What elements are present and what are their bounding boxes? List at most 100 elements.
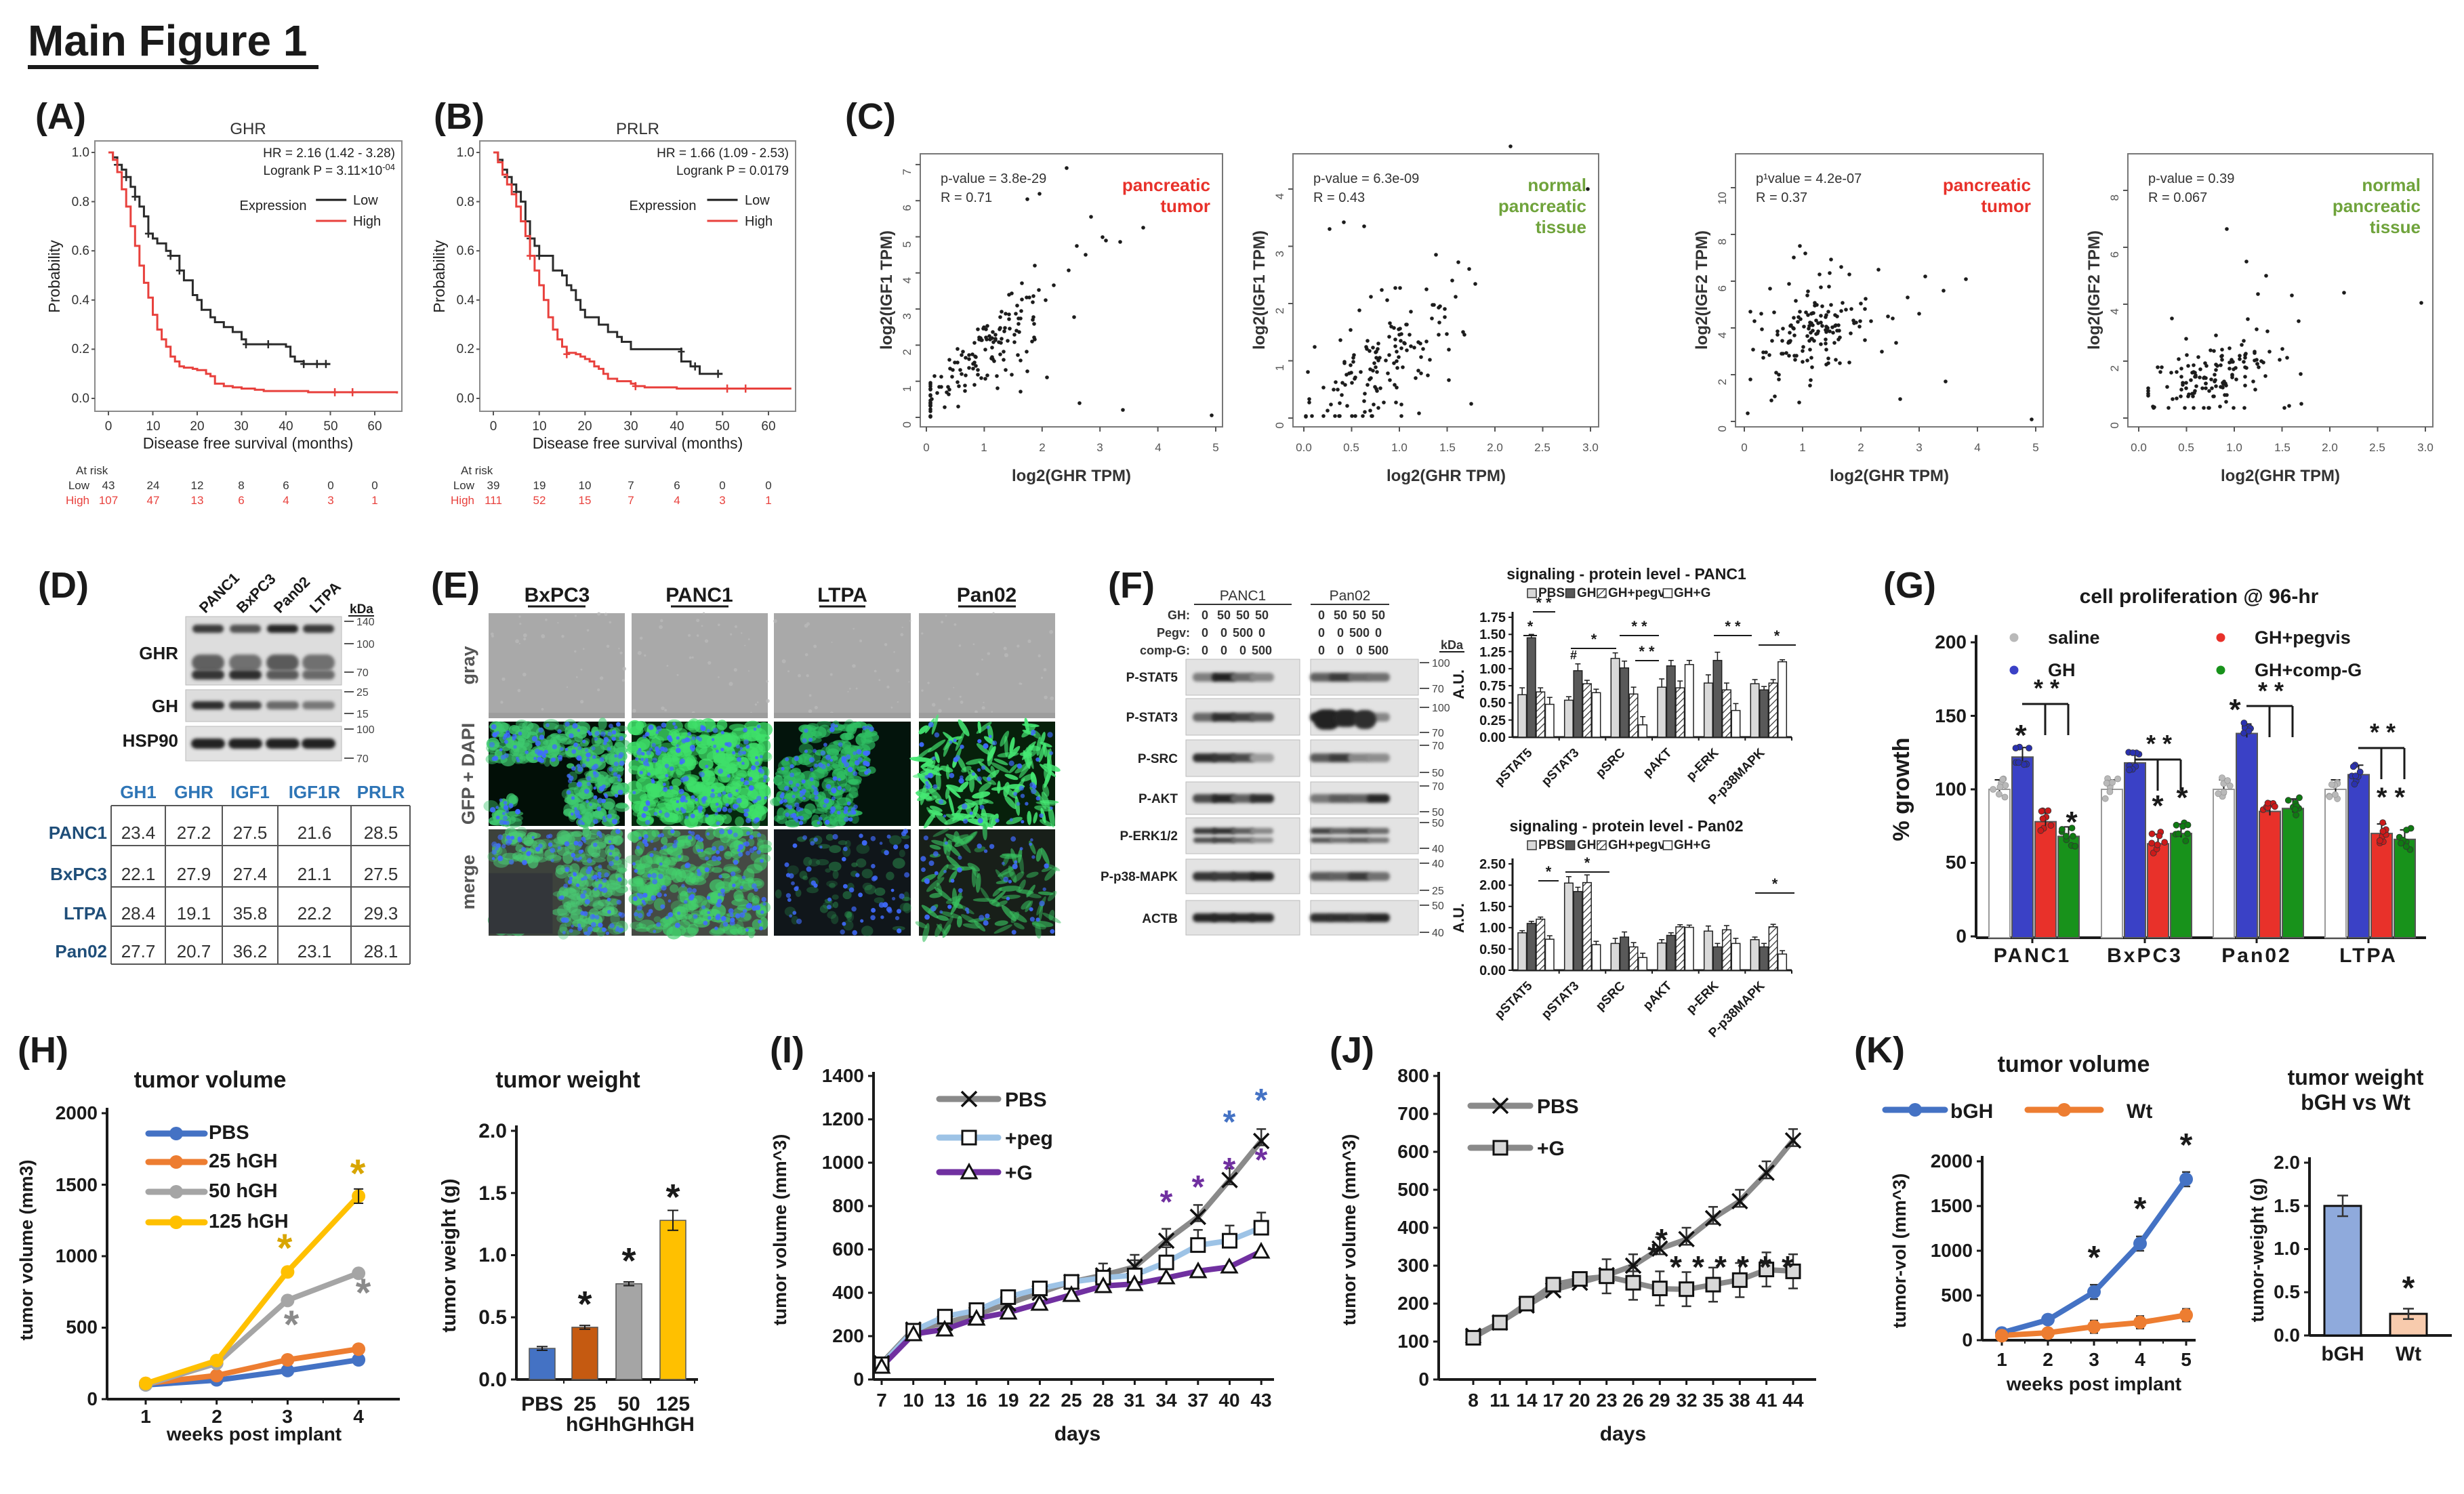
svg-text:23: 23 bbox=[1596, 1390, 1617, 1411]
svg-text:22.1: 22.1 bbox=[121, 864, 156, 884]
svg-text:2: 2 bbox=[211, 1406, 222, 1427]
svg-text:7: 7 bbox=[628, 494, 634, 507]
svg-text:*: * bbox=[1774, 627, 1780, 644]
svg-text:tissue: tissue bbox=[1536, 217, 1586, 237]
svg-text:10: 10 bbox=[1716, 192, 1729, 205]
svg-text:23.1: 23.1 bbox=[297, 941, 332, 961]
svg-text:0: 0 bbox=[1220, 644, 1227, 657]
svg-text:2: 2 bbox=[1857, 441, 1864, 454]
svg-text:* *: * * bbox=[1536, 594, 1552, 611]
svg-text:pancreatic: pancreatic bbox=[1943, 175, 2031, 195]
svg-text:0: 0 bbox=[1337, 626, 1344, 640]
svg-text:1.50: 1.50 bbox=[1479, 900, 1506, 915]
svg-text:PBS: PBS bbox=[1005, 1089, 1047, 1111]
svg-text:*: * bbox=[1584, 854, 1590, 871]
svg-text:IGF1R: IGF1R bbox=[289, 782, 341, 802]
svg-text:3: 3 bbox=[327, 494, 333, 507]
svg-text:1: 1 bbox=[981, 441, 987, 454]
svg-text:*: * bbox=[284, 1303, 300, 1347]
svg-text:R = 0.37: R = 0.37 bbox=[1756, 190, 1807, 205]
svg-text:Low: Low bbox=[453, 479, 475, 492]
svg-text:0.0: 0.0 bbox=[72, 392, 89, 406]
svg-text:0.6: 0.6 bbox=[457, 244, 474, 258]
svg-text:20.7: 20.7 bbox=[177, 941, 211, 961]
svg-text:weeks post implant: weeks post implant bbox=[166, 1424, 342, 1445]
svg-text:6: 6 bbox=[283, 479, 289, 492]
svg-text:50: 50 bbox=[1432, 900, 1444, 912]
svg-text:27.5: 27.5 bbox=[233, 823, 268, 843]
svg-text:GH+G: GH+G bbox=[1674, 586, 1710, 600]
svg-text:0: 0 bbox=[901, 421, 913, 428]
svg-text:pSTAT5: pSTAT5 bbox=[1492, 978, 1536, 1022]
svg-text:8: 8 bbox=[1468, 1390, 1479, 1411]
svg-text:IGF1: IGF1 bbox=[230, 782, 270, 802]
svg-text:Pan02: Pan02 bbox=[957, 584, 1017, 606]
svg-text:0.0: 0.0 bbox=[1296, 441, 1312, 454]
svg-text:GH+pegv: GH+pegv bbox=[1608, 838, 1665, 852]
svg-text:* *: * * bbox=[2377, 783, 2406, 812]
svg-text:0.75: 0.75 bbox=[1479, 679, 1506, 694]
svg-text:*: * bbox=[665, 1177, 680, 1218]
svg-text:At risk: At risk bbox=[76, 464, 108, 477]
svg-text:Pan02: Pan02 bbox=[270, 573, 314, 617]
svg-text:tumor weight: tumor weight bbox=[495, 1067, 640, 1093]
svg-text:24: 24 bbox=[147, 479, 160, 492]
svg-text:2: 2 bbox=[1716, 379, 1729, 385]
svg-text:1.0: 1.0 bbox=[2226, 441, 2242, 454]
svg-text:0.8: 0.8 bbox=[72, 195, 89, 209]
svg-text:1.00: 1.00 bbox=[1479, 662, 1506, 677]
svg-text:0: 0 bbox=[923, 441, 929, 454]
svg-text:28.5: 28.5 bbox=[364, 823, 398, 843]
svg-text:0.5: 0.5 bbox=[1343, 441, 1359, 454]
svg-text:High: High bbox=[353, 214, 381, 229]
svg-text:50: 50 bbox=[1217, 608, 1231, 622]
svg-text:1000: 1000 bbox=[1931, 1240, 1973, 1261]
svg-text:(E): (E) bbox=[431, 565, 480, 606]
svg-text:tumor volume (mm^3): tumor volume (mm^3) bbox=[770, 1134, 790, 1326]
svg-text:0: 0 bbox=[1220, 626, 1227, 640]
svg-text:At risk: At risk bbox=[461, 464, 493, 477]
svg-text:35: 35 bbox=[1702, 1390, 1723, 1411]
svg-text:(B): (B) bbox=[434, 96, 485, 137]
svg-text:40: 40 bbox=[1432, 858, 1444, 870]
svg-text:4: 4 bbox=[1716, 332, 1729, 338]
svg-text:P-ERK1/2: P-ERK1/2 bbox=[1120, 829, 1178, 844]
svg-text:1.5: 1.5 bbox=[478, 1182, 507, 1205]
svg-text:*: * bbox=[1160, 1184, 1173, 1220]
svg-text:1.5: 1.5 bbox=[2274, 1195, 2300, 1216]
svg-text:GH: GH bbox=[1577, 838, 1597, 852]
svg-text:8: 8 bbox=[238, 479, 244, 492]
svg-text:3: 3 bbox=[1273, 251, 1286, 257]
svg-text:log2(IGF1 TPM): log2(IGF1 TPM) bbox=[1250, 230, 1269, 350]
svg-text:tumor volume (mm3): tumor volume (mm3) bbox=[16, 1159, 37, 1340]
svg-text:13: 13 bbox=[934, 1390, 955, 1411]
svg-text:500: 500 bbox=[1941, 1285, 1973, 1306]
svg-text:0: 0 bbox=[765, 479, 771, 492]
svg-text:14: 14 bbox=[1516, 1390, 1538, 1411]
svg-text:1.0: 1.0 bbox=[2274, 1238, 2300, 1259]
svg-text:11: 11 bbox=[1490, 1390, 1510, 1411]
svg-text:26: 26 bbox=[1622, 1390, 1643, 1411]
svg-text:PANC1: PANC1 bbox=[1220, 588, 1266, 604]
svg-text:6: 6 bbox=[2108, 251, 2121, 257]
svg-text:High: High bbox=[451, 494, 474, 507]
svg-text:PANC1: PANC1 bbox=[196, 569, 243, 616]
svg-text:70: 70 bbox=[1432, 728, 1444, 739]
svg-text:22: 22 bbox=[1029, 1390, 1050, 1411]
svg-text:2.0: 2.0 bbox=[2322, 441, 2338, 454]
svg-text:R = 0.71: R = 0.71 bbox=[941, 190, 992, 205]
svg-text:17: 17 bbox=[1542, 1390, 1563, 1411]
svg-text:40: 40 bbox=[1432, 928, 1444, 939]
svg-text:tissue: tissue bbox=[2370, 217, 2421, 237]
svg-text:*: * bbox=[1656, 1222, 1668, 1258]
svg-text:*: * bbox=[2180, 1127, 2193, 1163]
svg-text:0: 0 bbox=[1356, 644, 1363, 657]
svg-text:(F): (F) bbox=[1108, 565, 1155, 606]
svg-text:10: 10 bbox=[146, 419, 160, 434]
svg-text:0: 0 bbox=[87, 1388, 98, 1409]
svg-text:(C): (C) bbox=[845, 96, 896, 137]
svg-text:300: 300 bbox=[1397, 1255, 1429, 1276]
svg-text:days: days bbox=[1054, 1423, 1101, 1445]
svg-text:600: 600 bbox=[832, 1239, 864, 1260]
svg-text:0.50: 0.50 bbox=[1479, 942, 1506, 957]
